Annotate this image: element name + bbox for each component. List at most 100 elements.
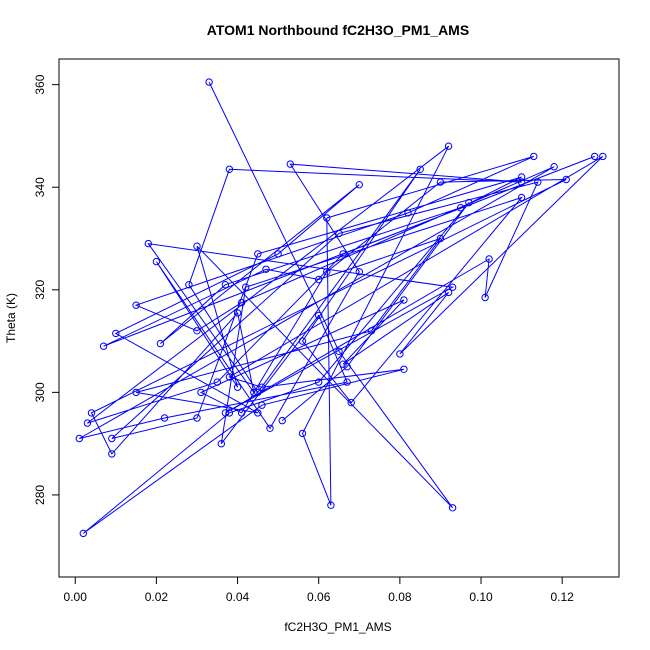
data-point — [221, 409, 230, 417]
data-point — [591, 152, 599, 161]
data-point — [448, 283, 457, 291]
data-point — [339, 250, 347, 258]
data-point — [225, 409, 234, 417]
data-point — [315, 275, 323, 284]
data-point — [286, 160, 294, 168]
x-tick-label: 0.10 — [469, 590, 493, 604]
data-point — [99, 342, 108, 350]
data-point — [530, 152, 538, 161]
data-point — [335, 229, 343, 238]
data-point — [404, 209, 412, 217]
data-point — [457, 204, 465, 212]
data-point — [396, 350, 404, 358]
x-tick-label: 0.02 — [145, 590, 169, 604]
data-point — [144, 239, 153, 248]
data-point — [274, 250, 282, 258]
data-point — [242, 283, 250, 291]
data-point — [160, 414, 169, 422]
data-point — [416, 165, 424, 174]
data-point — [465, 198, 473, 207]
data-point — [315, 378, 323, 386]
data-point — [108, 450, 116, 458]
data-point — [87, 409, 96, 417]
data-point — [221, 281, 230, 289]
data-point — [185, 281, 193, 289]
data-point — [343, 363, 351, 371]
data-point — [193, 327, 201, 335]
plot-frame — [58, 58, 620, 578]
data-point — [156, 339, 165, 348]
data-point — [400, 296, 408, 304]
data-point — [233, 383, 242, 391]
data-point — [517, 193, 526, 202]
data-point — [367, 327, 376, 335]
plot-area — [75, 78, 607, 538]
y-axis-label: Theta (K) — [4, 293, 18, 343]
x-tick-label: 0.08 — [388, 590, 412, 604]
data-point — [355, 181, 363, 189]
data-point — [436, 178, 445, 186]
data-point — [339, 360, 347, 368]
data-point — [266, 424, 274, 432]
data-point — [217, 440, 226, 448]
data-point — [250, 388, 258, 397]
data-point — [534, 178, 542, 186]
data-point — [132, 301, 140, 309]
data-point — [444, 142, 453, 150]
data-point — [132, 388, 140, 397]
data-point — [517, 173, 526, 181]
data-point — [197, 388, 205, 397]
data-point — [550, 163, 558, 171]
data-point — [258, 383, 266, 391]
y-tick-label: 320 — [33, 279, 47, 299]
y-tick-label: 300 — [33, 382, 47, 402]
data-point — [262, 265, 270, 273]
data-point — [233, 309, 242, 317]
data-point — [258, 401, 266, 409]
data-point — [400, 365, 408, 373]
data-point — [237, 298, 246, 307]
data-point — [205, 78, 213, 86]
data-point — [225, 373, 234, 381]
data-point — [448, 504, 457, 512]
y-tick-label: 280 — [33, 485, 47, 505]
data-point — [254, 388, 262, 397]
data-point — [327, 501, 335, 509]
data-point — [298, 429, 307, 438]
data-point — [323, 214, 331, 222]
data-point — [335, 347, 343, 355]
data-point — [193, 242, 201, 250]
series-line — [79, 81, 604, 534]
data-point — [562, 175, 570, 184]
data-point — [436, 234, 445, 243]
x-axis-label: fC2H3O_PM1_AMS — [284, 620, 391, 634]
data-point — [315, 311, 323, 320]
data-point — [152, 257, 161, 266]
data-point — [481, 293, 489, 302]
data-point — [323, 268, 331, 276]
data-point — [355, 268, 363, 276]
x-tick-label: 0.12 — [551, 590, 575, 604]
data-point — [347, 398, 355, 407]
data-point — [298, 337, 307, 345]
data-point — [485, 255, 493, 263]
data-point — [83, 419, 92, 427]
data-point — [517, 178, 526, 186]
data-point — [75, 434, 84, 443]
x-axis: 0.00 0.02 0.04 0.06 0.08 0.10 0.12 — [64, 576, 575, 604]
data-point — [108, 434, 116, 443]
data-point — [254, 409, 262, 417]
data-point — [225, 165, 234, 174]
data-point — [599, 152, 607, 161]
data-point — [444, 288, 453, 297]
data-point — [278, 416, 286, 425]
chart-title: ATOM1 Northbound fC2H3O_PM1_AMS — [207, 22, 469, 38]
x-tick-label: 0.04 — [226, 590, 250, 604]
data-point — [254, 250, 262, 258]
data-point — [237, 409, 246, 417]
data-point — [79, 529, 88, 538]
data-point — [193, 414, 201, 422]
data-point — [213, 378, 222, 386]
data-point — [343, 378, 351, 386]
